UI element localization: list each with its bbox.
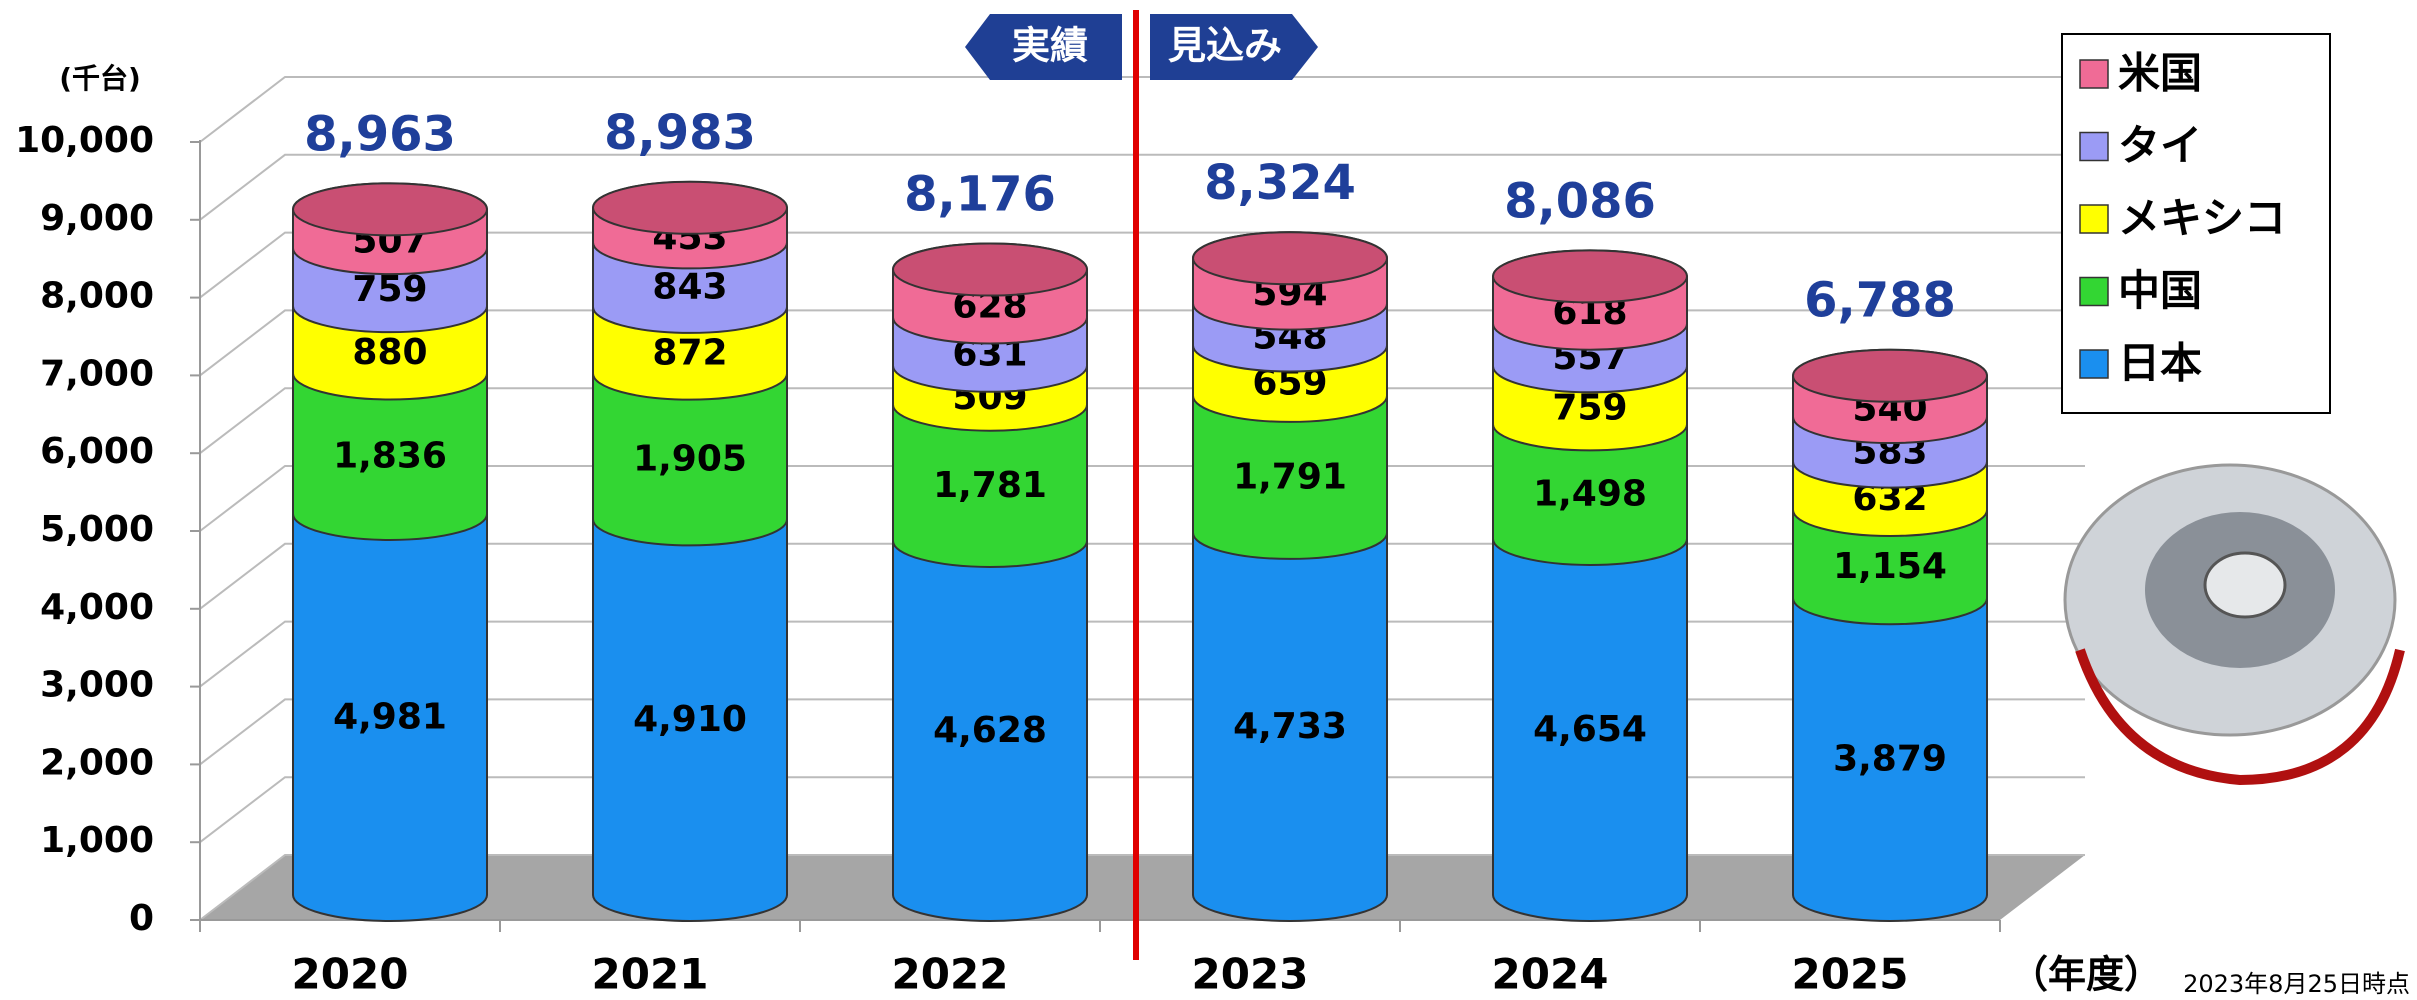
value-label: 4,654 bbox=[1533, 709, 1647, 750]
value-label: 880 bbox=[352, 332, 427, 373]
legend-label: メキシコ bbox=[2118, 194, 2286, 243]
x-tick-label: 2023 bbox=[1192, 950, 1309, 999]
y-tick-label: 7,000 bbox=[40, 353, 154, 394]
total-label: 8,983 bbox=[604, 105, 756, 161]
total-label: 8,324 bbox=[1204, 155, 1356, 211]
grid-line bbox=[200, 77, 2085, 142]
legend-label: 日本 bbox=[2118, 339, 2202, 388]
x-tick-label: 2024 bbox=[1492, 950, 1609, 999]
legend-swatch bbox=[2080, 133, 2108, 161]
value-label: 1,781 bbox=[933, 465, 1047, 506]
top-cap bbox=[593, 182, 787, 234]
y-axis-label: (千台) bbox=[59, 62, 141, 95]
y-tick-label: 6,000 bbox=[40, 431, 154, 472]
value-label: 1,498 bbox=[1533, 474, 1647, 515]
period-label: 見込み bbox=[1168, 24, 1282, 68]
image-hub bbox=[2205, 553, 2285, 617]
y-tick-label: 9,000 bbox=[40, 198, 154, 239]
value-label: 4,910 bbox=[633, 699, 747, 740]
legend-label: 米国 bbox=[2118, 49, 2202, 98]
y-tick-label: 10,000 bbox=[15, 120, 154, 161]
value-label: 759 bbox=[352, 269, 427, 310]
total-label: 8,086 bbox=[1504, 173, 1656, 229]
top-cap bbox=[293, 183, 487, 235]
legend-swatch bbox=[2080, 205, 2108, 233]
y-tick-label: 5,000 bbox=[40, 509, 154, 550]
value-label: 3,879 bbox=[1833, 739, 1947, 780]
y-tick-label: 1,000 bbox=[40, 820, 154, 861]
legend-label: 中国 bbox=[2118, 266, 2202, 315]
x-tick-label: 2022 bbox=[892, 950, 1009, 999]
y-tick-label: 2,000 bbox=[40, 742, 154, 783]
legend-label: タイ bbox=[2118, 121, 2202, 170]
value-label: 4,981 bbox=[333, 696, 447, 737]
legend-swatch bbox=[2080, 350, 2108, 378]
top-cap bbox=[893, 244, 1087, 296]
x-tick-label: 2021 bbox=[592, 950, 709, 999]
value-label: 843 bbox=[652, 267, 727, 308]
period-label: 実績 bbox=[1012, 24, 1088, 68]
y-tick-label: 3,000 bbox=[40, 665, 154, 706]
value-label: 4,733 bbox=[1233, 706, 1347, 747]
product-image bbox=[2065, 465, 2400, 780]
bars: 4,9811,8368807595078,9634,9101,905872843… bbox=[293, 105, 1987, 921]
x-tick-label: 2020 bbox=[292, 950, 409, 999]
total-label: 8,176 bbox=[904, 167, 1056, 223]
x-axis-label: （年度） bbox=[2010, 953, 2162, 997]
value-label: 1,905 bbox=[633, 439, 747, 480]
top-cap bbox=[1793, 350, 1987, 402]
legend-swatch bbox=[2080, 60, 2108, 88]
value-label: 759 bbox=[1552, 387, 1627, 428]
value-label: 1,836 bbox=[333, 436, 447, 477]
legend-swatch bbox=[2080, 278, 2108, 306]
total-label: 8,963 bbox=[304, 106, 456, 162]
note: 2023年8月25日時点 bbox=[2183, 970, 2410, 998]
value-label: 4,628 bbox=[933, 710, 1047, 751]
page: (千台) （年度） 2023年8月25日時点 実績 見込み 4,981 1,836… bbox=[0, 0, 2417, 1000]
y-tick-label: 8,000 bbox=[40, 276, 154, 317]
value-label: 1,791 bbox=[1233, 456, 1347, 497]
top-cap bbox=[1493, 250, 1687, 302]
total-label: 6,788 bbox=[1804, 273, 1956, 329]
y-tick-label: 0 bbox=[129, 898, 154, 939]
y-tick-label: 4,000 bbox=[40, 587, 154, 628]
chart: (千台) （年度） 2023年8月25日時点 実績 見込み 4,981 1,836… bbox=[0, 0, 2417, 1000]
value-label: 1,154 bbox=[1833, 546, 1947, 587]
value-label: 872 bbox=[652, 332, 727, 373]
x-tick-label: 2025 bbox=[1792, 950, 1909, 999]
top-cap bbox=[1193, 232, 1387, 284]
